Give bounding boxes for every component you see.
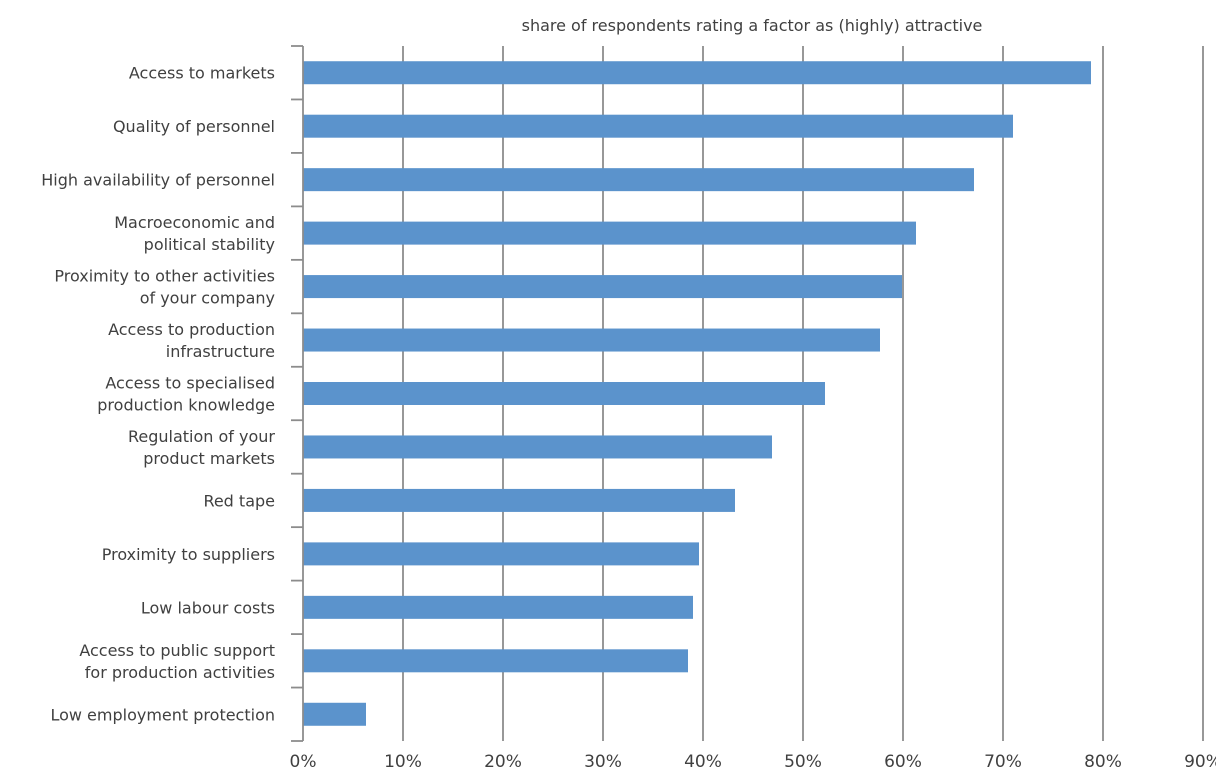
x-tick-label: 70% xyxy=(984,752,1022,772)
bar xyxy=(303,488,735,512)
category-label: Low employment protection xyxy=(50,705,275,724)
bar xyxy=(303,168,974,192)
category-label: Proximity to other activities of your com… xyxy=(54,267,275,308)
bar xyxy=(303,328,880,352)
category-label: Red tape xyxy=(203,491,275,510)
category-label: Regulation of your product markets xyxy=(128,427,275,468)
bar xyxy=(303,61,1091,85)
category-label: Access to production infrastructure xyxy=(108,320,275,361)
bars xyxy=(303,61,1091,726)
category-label: Access to markets xyxy=(129,64,275,83)
bar xyxy=(303,221,916,245)
bar xyxy=(303,275,902,299)
category-label: High availability of personnel xyxy=(41,171,275,190)
x-tick-label: 90% xyxy=(1184,752,1216,772)
category-label: Access to public support for production a… xyxy=(79,641,275,682)
x-tick-label: 60% xyxy=(884,752,922,772)
x-tick-labels: 0% 10% 20% 30% 40% 50% 60% 70% 80% 90% xyxy=(290,752,1216,772)
category-labels: Access to markets Quality of personnel Hig… xyxy=(41,64,275,725)
bar xyxy=(303,702,366,726)
category-label: Access to specialised production knowledg… xyxy=(97,374,275,415)
category-label: Quality of personnel xyxy=(113,117,275,136)
category-label: Low labour costs xyxy=(141,598,275,617)
x-tick-label: 20% xyxy=(484,752,522,772)
x-tick-label: 30% xyxy=(584,752,622,772)
x-tick-label: 0% xyxy=(290,752,317,772)
bar xyxy=(303,649,688,673)
bar xyxy=(303,382,825,405)
x-tick-label: 40% xyxy=(684,752,722,772)
x-tick-label: 80% xyxy=(1084,752,1122,772)
bar xyxy=(303,542,699,566)
bar xyxy=(303,435,772,459)
x-tick-label: 50% xyxy=(784,752,822,772)
category-label: Macroeconomic and political stability xyxy=(114,213,275,254)
category-label: Proximity to suppliers xyxy=(102,545,275,564)
x-tick-label: 10% xyxy=(384,752,422,772)
y-axis xyxy=(291,45,304,742)
bar xyxy=(303,114,1013,138)
chart-title: share of respondents rating a factor as … xyxy=(522,16,983,35)
bar xyxy=(303,595,693,619)
